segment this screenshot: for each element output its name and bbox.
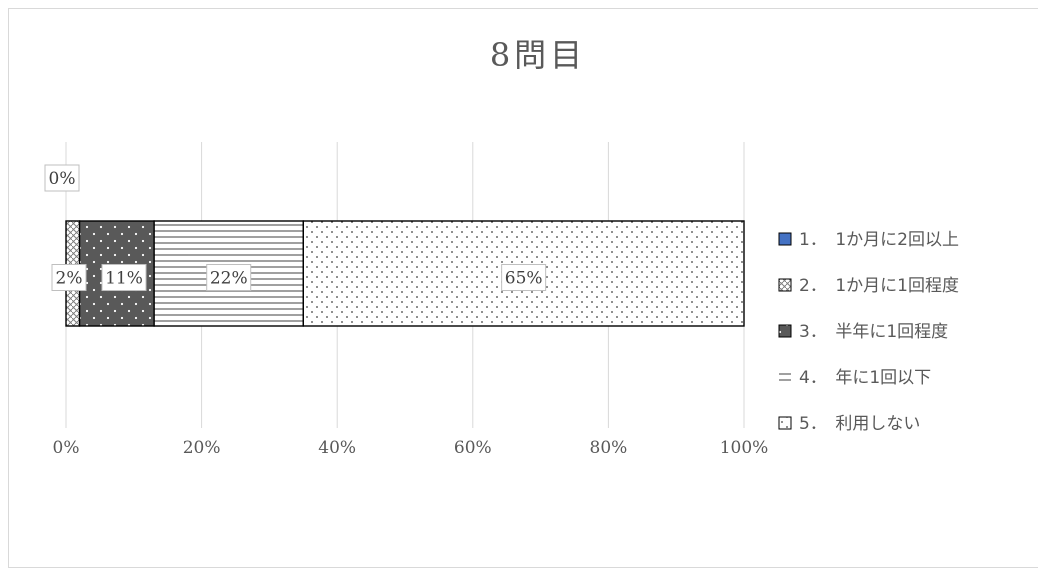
data-label-box: [206, 264, 252, 291]
x-tick-label: 60%: [454, 438, 492, 458]
legend-item: 5． 利用しない: [778, 414, 920, 434]
data-label-text: 11%: [105, 269, 143, 289]
legend-label: 2． 1か月に1回程度: [799, 276, 959, 296]
bar-segments: [65, 220, 745, 327]
data-label-text: 65%: [505, 269, 543, 289]
legend-label: 3． 半年に1回程度: [799, 322, 948, 342]
data-label-box: [51, 264, 87, 291]
data-label-text: 22%: [210, 269, 248, 289]
data-label: 22%: [206, 264, 252, 291]
legend-item: 4． 年に1回以下: [779, 368, 931, 388]
legend-swatch: [778, 232, 792, 246]
legend: 1． 1か月に2回以上 2． 1か月に1回程度 3． 半年に1回程度 4． 年に1回以…: [778, 230, 959, 434]
x-tick-label: 0%: [53, 438, 80, 458]
legend-swatch: [778, 324, 792, 338]
legend-swatch: [778, 278, 792, 292]
data-label: 0%: [44, 164, 80, 192]
legend-label: 4． 年に1回以下: [799, 368, 931, 388]
data-label-text: 2%: [56, 269, 83, 289]
data-label: 11%: [101, 264, 147, 291]
x-axis-tick-labels: 0% 20% 40% 60% 80% 100%: [53, 438, 769, 458]
legend-item: 1． 1か月に2回以上: [778, 230, 959, 250]
x-tick-label: 100%: [720, 438, 769, 458]
legend-swatch: [778, 416, 792, 430]
data-labels: 0% 2% 11% 22% 65%: [44, 164, 547, 291]
x-tick-label: 40%: [318, 438, 356, 458]
x-tick-label: 20%: [183, 438, 221, 458]
data-label-box: [501, 264, 547, 291]
legend-label: 5． 利用しない: [799, 414, 920, 434]
legend-item: 2． 1か月に1回程度: [778, 276, 959, 296]
chart-title: 8問目: [490, 36, 586, 74]
legend-label: 1． 1か月に2回以上: [799, 230, 959, 250]
data-label-box: [44, 164, 80, 192]
data-label-box: [101, 264, 147, 291]
data-label-text: 0%: [49, 169, 76, 189]
x-tick-label: 80%: [590, 438, 628, 458]
data-label: 2%: [51, 264, 87, 291]
legend-item: 3． 半年に1回程度: [778, 322, 948, 342]
data-label: 65%: [501, 264, 547, 291]
